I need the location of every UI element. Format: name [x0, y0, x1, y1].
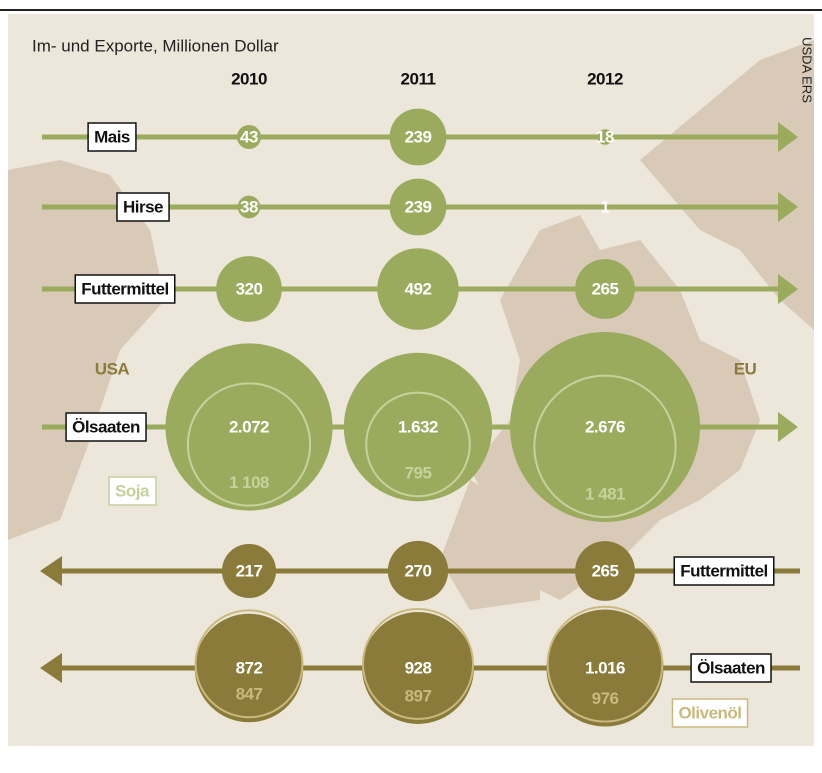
value-label: 1.632 — [398, 417, 438, 436]
arrow-head — [778, 122, 798, 152]
sub-value-label: 1 108 — [229, 473, 269, 492]
arrow-head — [40, 556, 62, 586]
value-label: 320 — [236, 279, 263, 298]
row-label-box — [690, 653, 772, 683]
row-label-box — [116, 192, 170, 222]
bubble — [362, 612, 474, 724]
value-label: 270 — [405, 561, 432, 580]
year-label: 2012 — [587, 69, 623, 88]
sub-bubble — [533, 374, 677, 519]
bubble — [194, 613, 304, 723]
value-label: 265 — [592, 279, 619, 298]
bubble — [387, 540, 449, 602]
title: Im- und Exporte, Millionen Dollar — [32, 36, 279, 55]
arrow-head — [778, 192, 798, 222]
sub-label: Olivenöl — [671, 698, 749, 728]
row-label: Ölsaaten — [65, 412, 147, 442]
row-label: Mais — [87, 122, 137, 152]
bubble — [216, 256, 282, 322]
arrow-head — [778, 412, 798, 442]
sub-bubble — [194, 609, 304, 719]
sub-value-label: 976 — [592, 689, 619, 708]
destination-label: EU — [734, 359, 757, 378]
value-label: 239 — [405, 127, 432, 146]
sub-label-box — [108, 476, 157, 506]
sub-value-label: 897 — [405, 686, 432, 705]
row-label-text: Ölsaaten — [697, 658, 765, 677]
row-label-box — [673, 556, 775, 586]
sub-label-text: Olivenöl — [678, 703, 741, 722]
row-label-text: Hirse — [123, 197, 163, 216]
sub-bubble — [546, 605, 664, 723]
bubble — [343, 352, 493, 502]
bubble — [165, 343, 333, 511]
year-label: 2010 — [231, 69, 267, 88]
value-label: 18 — [596, 127, 614, 146]
value-label: 492 — [405, 279, 432, 298]
row-label-text: Futtermittel — [81, 279, 169, 298]
bubble — [389, 178, 447, 236]
bubble — [575, 541, 635, 601]
sub-bubble — [361, 607, 475, 720]
row-label: Hirse — [116, 192, 170, 222]
value-label: 239 — [405, 197, 432, 216]
bubble — [377, 248, 459, 330]
value-label: 1.016 — [585, 658, 625, 677]
sub-bubble — [186, 382, 312, 507]
sub-value-label: 795 — [405, 464, 432, 483]
row-label-box — [87, 122, 137, 152]
origin-label: USA — [95, 359, 130, 378]
arrow-head — [778, 274, 798, 304]
bubble — [597, 129, 613, 145]
sub-label-box — [671, 698, 749, 728]
row-label-box — [65, 412, 147, 442]
sub-value-label: 1 481 — [585, 484, 625, 503]
bubble — [236, 124, 262, 150]
bubble — [237, 195, 261, 219]
value-label: 2.676 — [585, 417, 625, 436]
bubble — [603, 205, 607, 209]
bubble — [575, 259, 635, 319]
row-label-box — [74, 274, 176, 304]
bubble — [389, 108, 447, 166]
value-label: 2.072 — [229, 417, 269, 436]
value-label: 217 — [236, 561, 263, 580]
bubble — [546, 609, 664, 727]
value-label: 38 — [240, 197, 258, 216]
value-label: 928 — [405, 658, 432, 677]
row-label-text: Futtermittel — [680, 561, 768, 580]
arrow-head — [40, 653, 62, 683]
year-label: 2011 — [401, 69, 436, 88]
source: USDA ERS — [800, 37, 815, 103]
bubble — [510, 332, 700, 522]
row-label-text: Mais — [94, 127, 130, 146]
value-label: 1 — [601, 197, 610, 216]
value-label: 43 — [240, 127, 258, 146]
row-label: Ölsaaten — [690, 653, 772, 683]
bubble — [221, 543, 277, 599]
value-label: 265 — [592, 561, 619, 580]
sub-bubble — [365, 391, 471, 498]
sub-value-label: 847 — [236, 685, 263, 704]
row-label: Futtermittel — [673, 556, 775, 586]
value-label: 872 — [236, 658, 263, 677]
row-label: Futtermittel — [74, 274, 176, 304]
row-label-text: Ölsaaten — [72, 417, 140, 436]
sub-label: Soja — [108, 476, 157, 506]
sub-label-text: Soja — [115, 481, 150, 500]
